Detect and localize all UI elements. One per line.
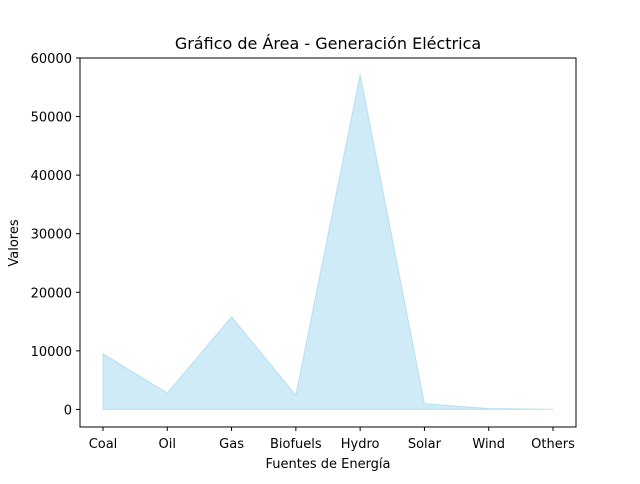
x-tick-label: Hydro	[341, 437, 380, 452]
plot-area	[102, 74, 554, 410]
y-tick-label: 50000	[31, 111, 72, 126]
axes-frame	[79, 57, 577, 428]
y-tick-label: 10000	[31, 345, 72, 360]
chart-title: Gráfico de Área - Generación Eléctrica	[175, 34, 481, 53]
x-axis: Coal Oil Gas Biofuels Hydro Solar Wind Others	[89, 427, 575, 452]
x-tick-label: Oil	[159, 437, 176, 452]
x-tick-label: Biofuels	[270, 437, 322, 452]
x-tick-label: Wind	[472, 437, 505, 452]
y-tick-label: 30000	[31, 228, 72, 243]
y-tick-label: 20000	[31, 286, 72, 301]
y-tick-label: 0	[64, 403, 72, 418]
y-tick-label: 60000	[31, 52, 72, 67]
y-tick-label: 40000	[31, 169, 72, 184]
area-series-fill	[102, 74, 554, 410]
x-axis-label: Fuentes de Energía	[265, 457, 390, 472]
x-tick-label: Solar	[408, 437, 442, 452]
x-tick-label: Coal	[89, 437, 118, 452]
y-axis: 0 10000 20000 30000 40000 50000 60000	[31, 52, 80, 418]
x-tick-label: Others	[531, 437, 575, 452]
x-tick-label: Gas	[219, 437, 244, 452]
y-axis-label: Valores	[7, 219, 22, 266]
